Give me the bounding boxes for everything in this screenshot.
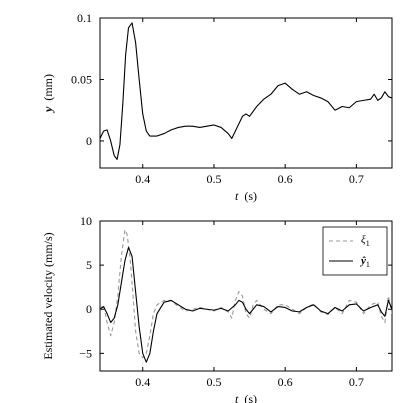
top-y-unit: (mm)	[41, 74, 55, 101]
bottom-x-tick-label: 0.7	[349, 375, 364, 389]
bottom-y-tick-label: 0	[86, 302, 92, 316]
top-chart-x-axis-label: t (s)	[235, 189, 257, 203]
bottom-chart-y-axis-label: Estimated velocity (mm/s)	[41, 232, 55, 359]
legend-yhat-subscript: 1	[366, 260, 370, 269]
legend-xi-subscript: 1	[366, 239, 370, 248]
top-chart-frame	[99, 17, 393, 169]
top-chart-series	[100, 22, 392, 160]
top-x-tick-label: 0.6	[278, 172, 293, 186]
top-chart-ticks: 0.4 0.5 0.6 0.7 0 0.05 0.1	[71, 11, 392, 186]
top-y-variable: y	[41, 106, 55, 114]
bottom-chart-panel: 0.4 0.5 0.6 0.7 −5 0 5 10 Estimated velocity (m…	[41, 214, 393, 403]
bottom-chart-legend: ξ1 ŷ1	[322, 226, 388, 276]
top-x-unit: (s)	[244, 189, 257, 203]
bottom-x-tick-label: 0.6	[278, 375, 293, 389]
bottom-chart-frame	[99, 220, 393, 372]
top-x-tick-label: 0.7	[349, 172, 364, 186]
top-chart-y-axis-label: y (mm)	[41, 74, 55, 114]
legend-label-xi1: ξ1	[361, 234, 370, 248]
bottom-series-line-1	[100, 229, 392, 359]
top-chart-panel: 0.4 0.5 0.6 0.7 0 0.05 0.1 y (mm) t (s)	[41, 11, 393, 203]
top-x-tick-label: 0.5	[206, 172, 221, 186]
legend-yhat-symbol: ŷ	[359, 255, 366, 267]
bottom-x-tick-label: 0.4	[135, 375, 150, 389]
bottom-y-tick-label: −5	[79, 346, 92, 360]
top-x-tick-label: 0.4	[135, 172, 150, 186]
bottom-chart-series	[100, 229, 392, 363]
bottom-chart-ticks: 0.4 0.5 0.6 0.7 −5 0 5 10	[79, 214, 392, 389]
top-y-tick-label: 0.1	[77, 11, 92, 25]
bottom-y-tick-label: 10	[80, 214, 92, 228]
top-x-variable: t	[235, 189, 239, 203]
top-y-tick-label: 0.05	[71, 72, 92, 86]
bottom-x-tick-label: 0.5	[206, 375, 221, 389]
bottom-series-line-2	[100, 246, 392, 363]
top-series-line-1	[100, 22, 392, 160]
bottom-x-unit: (s)	[244, 392, 257, 403]
bottom-y-tick-label: 5	[86, 258, 92, 272]
bottom-x-variable: t	[235, 392, 239, 403]
bottom-chart-x-axis-label: t (s)	[235, 392, 257, 403]
legend-box	[322, 226, 388, 276]
top-y-tick-label: 0	[86, 134, 92, 148]
legend-xi-symbol: ξ	[361, 234, 366, 246]
legend-label-yhat1: ŷ1	[359, 255, 370, 269]
